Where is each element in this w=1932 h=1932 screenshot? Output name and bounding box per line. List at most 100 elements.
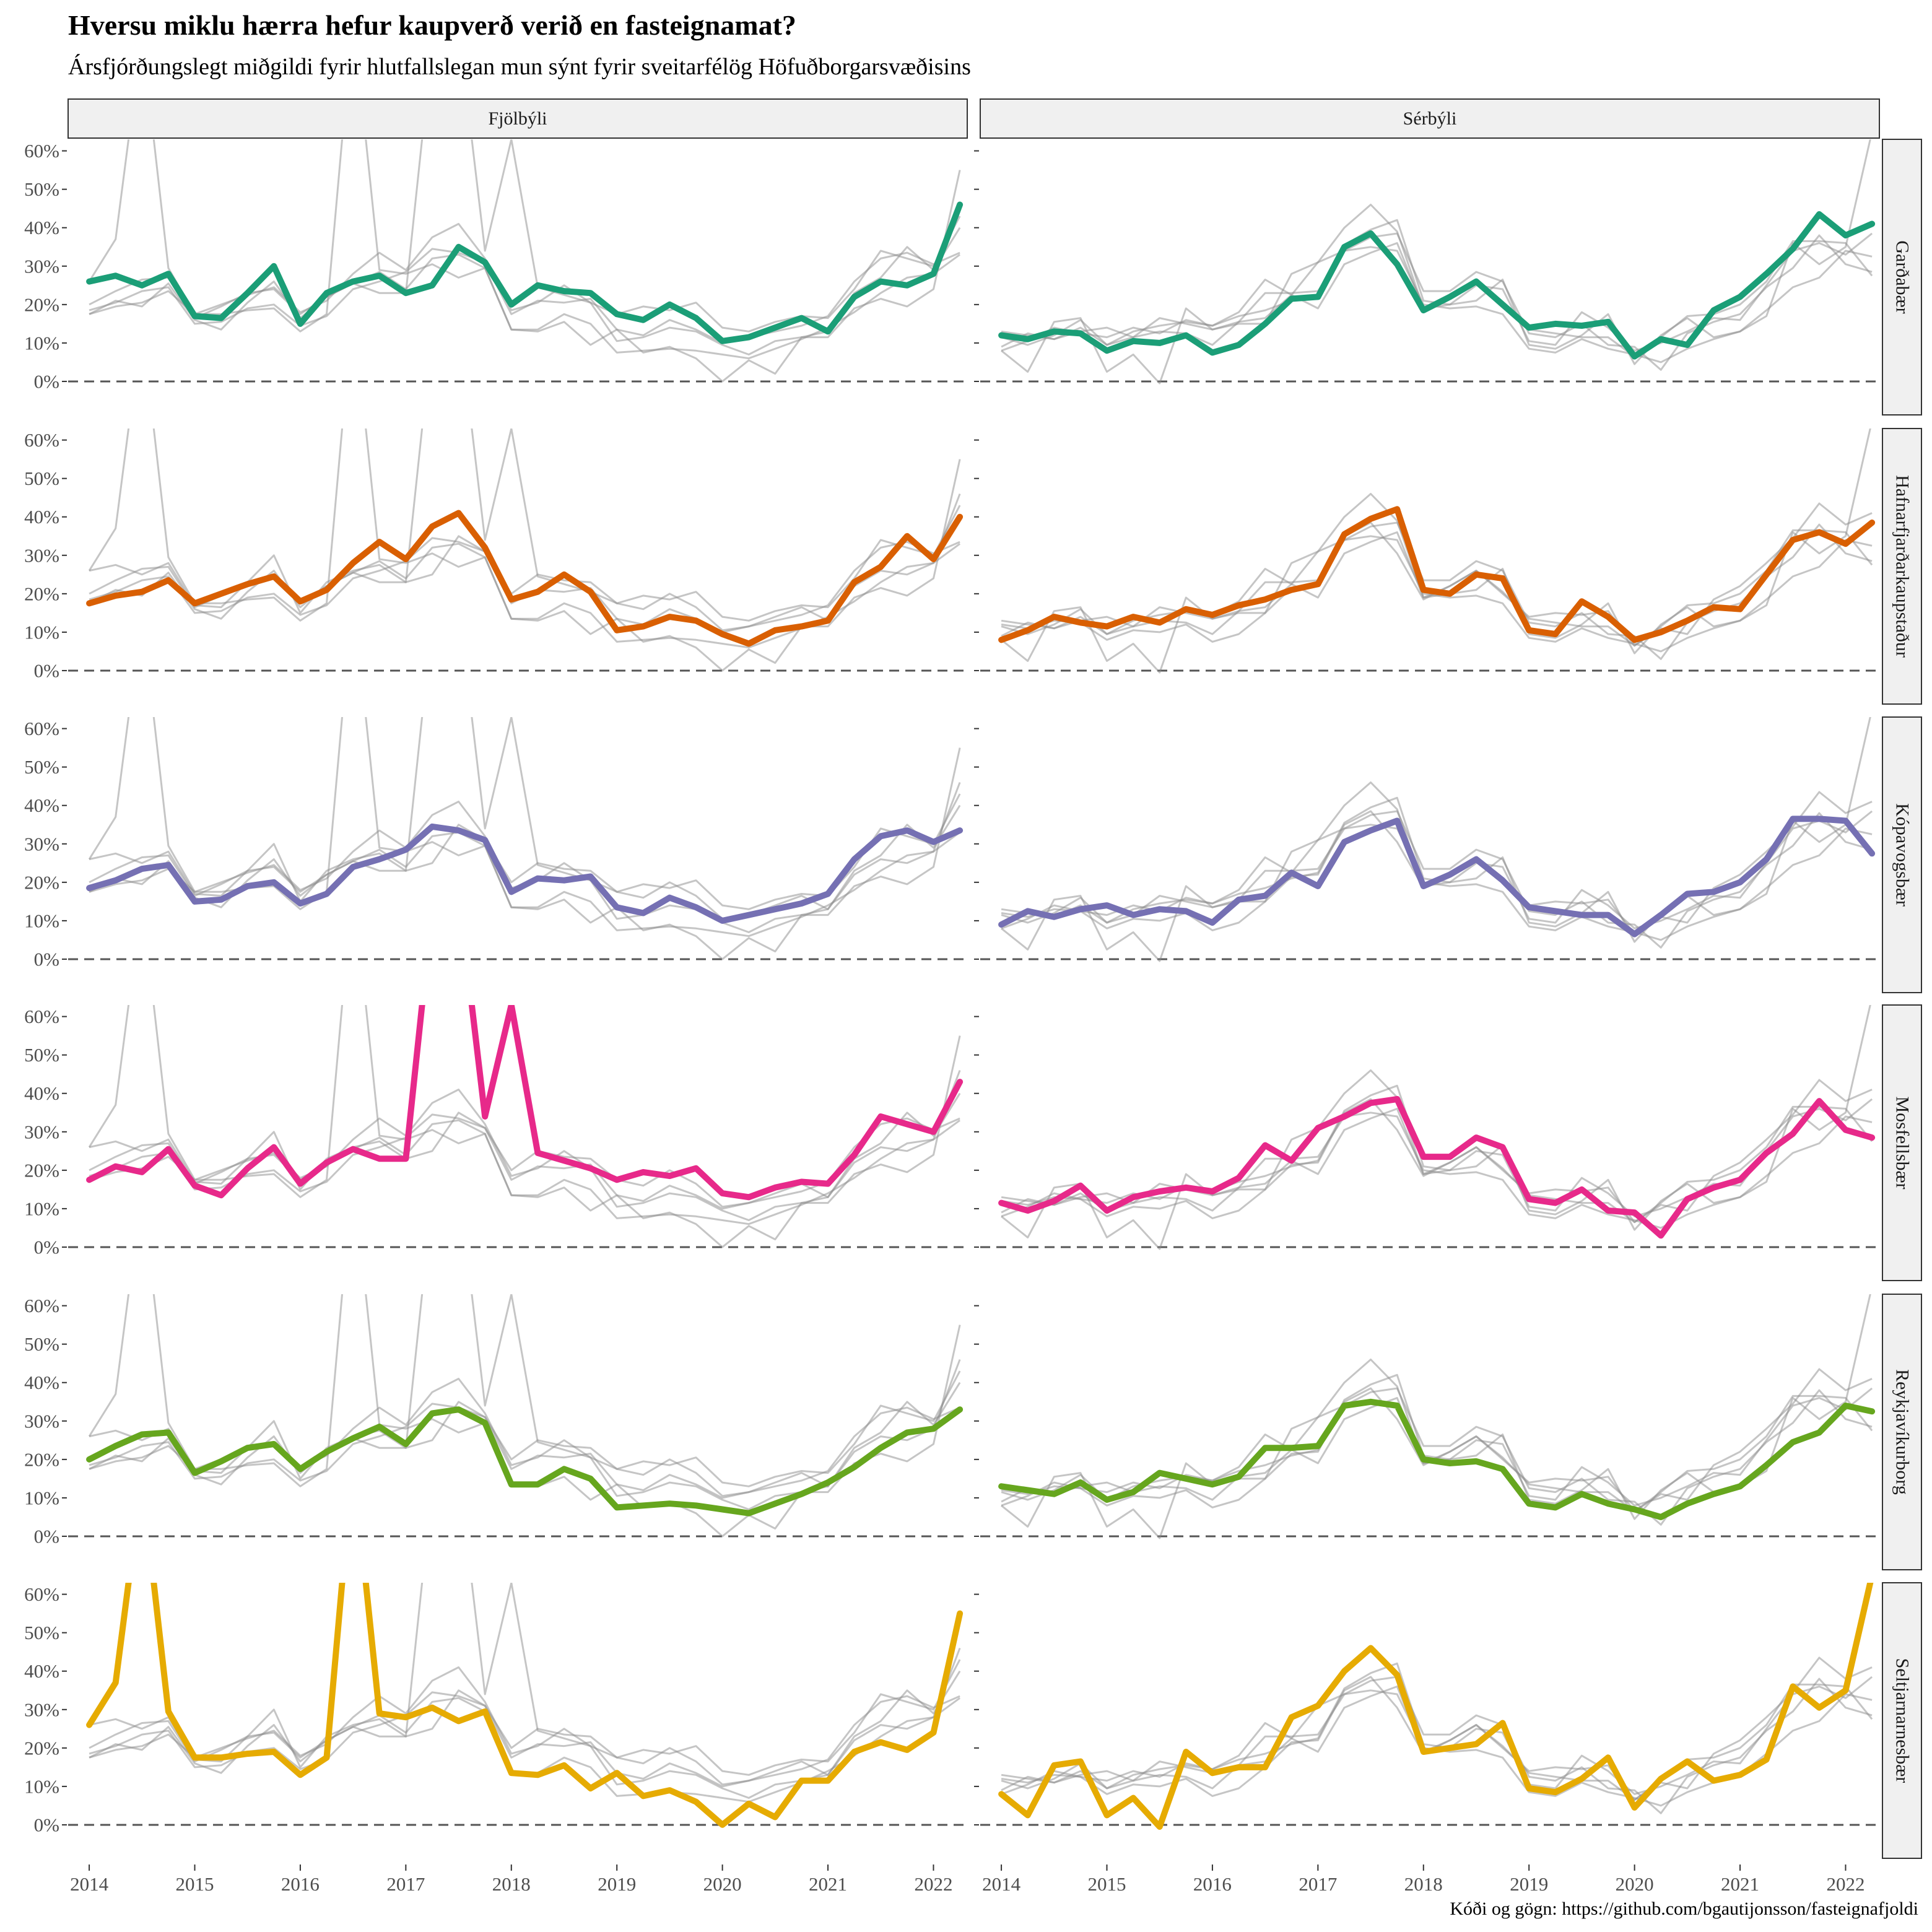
y-tick-label: 0% bbox=[34, 1236, 59, 1258]
y-tick-label: 20% bbox=[24, 1737, 59, 1759]
context-line-gardabaer bbox=[89, 1359, 961, 1497]
y-tick-label: 40% bbox=[24, 1082, 59, 1104]
y-tick-label: 20% bbox=[24, 1448, 59, 1470]
context-line-kopavogsbaer bbox=[1001, 1395, 1873, 1513]
x-tick-label: 2019 bbox=[598, 1873, 636, 1895]
y-tick-label: 10% bbox=[24, 910, 59, 931]
highlight-line-hafnarfjardarkaupstadur bbox=[86, 510, 964, 647]
context-line-kopavogsbaer bbox=[1001, 1105, 1873, 1224]
strip-label: Mosfellsbær bbox=[1892, 1097, 1913, 1190]
panel-fjolbyli-reykjavikurborg: 0% 10% 20% 30% 40% 50% 60% bbox=[24, 1294, 967, 1547]
context-line-mosfellsbaer bbox=[89, 139, 961, 333]
context-line-seltjarnarnesbaer bbox=[1001, 139, 1871, 385]
y-tick-label: 10% bbox=[24, 332, 59, 354]
series-lines bbox=[998, 139, 1876, 385]
y-tick-label: 10% bbox=[24, 1198, 59, 1219]
series-lines bbox=[86, 1583, 964, 1828]
source-caption: Kóði og gögn: https://github.com/bgautij… bbox=[1450, 1899, 1918, 1919]
x-tick-label: 2021 bbox=[809, 1873, 847, 1895]
series-lines bbox=[86, 1294, 964, 1538]
y-tick-label: 40% bbox=[24, 1660, 59, 1682]
context-line-mosfellsbaer bbox=[89, 1583, 961, 1776]
y-tick-label: 20% bbox=[24, 583, 59, 604]
x-tick-label: 2019 bbox=[1510, 1873, 1548, 1895]
y-tick-label: 0% bbox=[34, 659, 59, 681]
panel-serbyli-reykjavikurborg bbox=[974, 1294, 1879, 1539]
context-line-mosfellsbaer bbox=[89, 717, 961, 910]
context-line-seltjarnarnesbaer bbox=[1001, 1005, 1871, 1250]
y-tick-label: 0% bbox=[34, 370, 59, 392]
series-lines bbox=[998, 717, 1876, 962]
panel-fjolbyli-gardabaer: 0% 10% 20% 30% 40% 50% 60% bbox=[24, 139, 967, 392]
y-tick-label: 30% bbox=[24, 833, 59, 855]
y-tick-label: 0% bbox=[34, 948, 59, 970]
strip-label: Seltjarnarnesbær bbox=[1892, 1658, 1913, 1783]
context-line-gardabaer bbox=[89, 781, 961, 920]
column-strips: Fjölbýli Sérbýli bbox=[67, 98, 1880, 139]
strip-seltjarnarnesbaer: Seltjarnarnesbær bbox=[1882, 1582, 1922, 1859]
panel-serbyli-hafnarfjardarkaupstadur bbox=[974, 429, 1879, 674]
y-tick-label: 60% bbox=[24, 718, 59, 739]
panel-serbyli-gardabaer bbox=[974, 139, 1879, 385]
series-lines bbox=[998, 1583, 1874, 1830]
context-line-seltjarnarnesbaer bbox=[1001, 1294, 1871, 1539]
series-lines bbox=[998, 429, 1876, 674]
y-tick-label: 10% bbox=[24, 1487, 59, 1508]
highlight-line-gardabaer bbox=[86, 201, 964, 344]
strip-label: Reykjavíkurborg bbox=[1892, 1369, 1913, 1495]
x-tick-label: 2022 bbox=[914, 1873, 952, 1895]
context-line-seltjarnarnesbaer bbox=[1001, 1583, 1871, 1828]
context-line-gardabaer bbox=[89, 1647, 961, 1786]
y-tick-label: 50% bbox=[24, 178, 59, 200]
panel-fjolbyli-kopavogsbaer: 0% 10% 20% 30% 40% 50% 60% bbox=[24, 717, 967, 970]
y-tick-label: 60% bbox=[24, 140, 59, 162]
series-lines bbox=[86, 717, 964, 960]
x-tick-label: 2020 bbox=[1616, 1873, 1654, 1895]
panel-serbyli-mosfellsbaer bbox=[974, 1005, 1879, 1250]
context-line-kopavogsbaer bbox=[1001, 529, 1873, 647]
context-line-seltjarnarnesbaer bbox=[88, 139, 961, 383]
context-line-seltjarnarnesbaer bbox=[1001, 717, 1871, 962]
highlight-line-mosfellsbaer bbox=[998, 1096, 1876, 1239]
highlight-line-reykjavikurborg bbox=[86, 1406, 964, 1516]
y-tick-label: 40% bbox=[24, 1372, 59, 1393]
y-tick-label: 30% bbox=[24, 1410, 59, 1432]
row-strips: Garðabær Hafnarfjarðarkaupstaður Kópavogsb… bbox=[1882, 139, 1922, 1859]
series-lines bbox=[998, 1294, 1876, 1539]
y-tick-label: 40% bbox=[24, 217, 59, 238]
panel-serbyli-seltjarnarnesbaer bbox=[974, 1583, 1879, 1830]
x-tick-label: 2015 bbox=[176, 1873, 214, 1895]
strip-mosfellsbaer: Mosfellsbær bbox=[1882, 1004, 1922, 1281]
x-tick-label: 2021 bbox=[1721, 1873, 1759, 1895]
context-line-gardabaer bbox=[1001, 1656, 1873, 1801]
x-tick-label: 2020 bbox=[703, 1873, 742, 1895]
context-line-mosfellsbaer bbox=[89, 429, 961, 622]
y-tick-label: 10% bbox=[24, 621, 59, 643]
strip-label: Kópavogsbær bbox=[1892, 803, 1913, 907]
panel-serbyli-kopavogsbaer bbox=[974, 717, 1879, 962]
y-tick-label: 50% bbox=[24, 468, 59, 489]
y-tick-label: 0% bbox=[34, 1525, 59, 1547]
y-tick-label: 60% bbox=[24, 1006, 59, 1027]
x-tick-label: 2016 bbox=[1193, 1873, 1232, 1895]
y-tick-label: 60% bbox=[24, 1583, 59, 1605]
strip-kopavogsbaer: Kópavogsbær bbox=[1882, 716, 1922, 993]
context-line-gardabaer bbox=[1001, 213, 1873, 358]
x-tick-label: 2018 bbox=[1404, 1873, 1443, 1895]
highlight-line-kopavogsbaer bbox=[998, 816, 1876, 938]
y-tick-label: 30% bbox=[24, 1121, 59, 1142]
series-lines bbox=[86, 429, 964, 672]
x-tick-label: 2017 bbox=[1299, 1873, 1337, 1895]
highlight-line-hafnarfjardarkaupstadur bbox=[998, 506, 1876, 643]
y-tick-label: 20% bbox=[24, 871, 59, 893]
y-tick-label: 40% bbox=[24, 794, 59, 816]
y-tick-label: 0% bbox=[34, 1814, 59, 1835]
chart-title: Hversu miklu hærra hefur kaupverð verið … bbox=[68, 9, 796, 41]
x-tick-label: 2014 bbox=[70, 1873, 109, 1895]
y-tick-label: 50% bbox=[24, 1333, 59, 1355]
panel-fjolbyli-mosfellsbaer: 0% 10% 20% 30% 40% 50% 60% bbox=[24, 1005, 967, 1258]
context-line-gardabaer bbox=[89, 1069, 961, 1208]
x-tick-label: 2018 bbox=[492, 1873, 531, 1895]
panel-fjolbyli-hafnarfjardarkaupstadur: 0% 10% 20% 30% 40% 50% 60% bbox=[24, 429, 967, 681]
